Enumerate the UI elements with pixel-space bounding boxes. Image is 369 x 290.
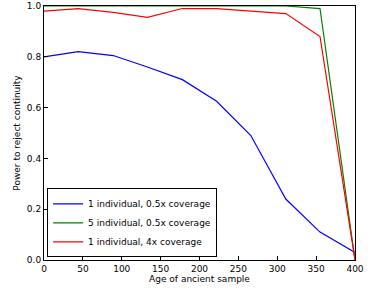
svg-text:100: 100 <box>113 264 130 274</box>
svg-text:0.8: 0.8 <box>27 52 42 62</box>
svg-text:200: 200 <box>191 264 208 274</box>
svg-text:1 individual, 4x coverage: 1 individual, 4x coverage <box>88 237 202 247</box>
svg-text:0.0: 0.0 <box>27 255 42 265</box>
svg-text:250: 250 <box>230 264 247 274</box>
svg-text:300: 300 <box>269 264 286 274</box>
svg-text:Power to reject continuity: Power to reject continuity <box>12 75 22 191</box>
svg-text:0.4: 0.4 <box>27 154 42 164</box>
svg-text:400: 400 <box>346 264 363 274</box>
svg-text:Age of ancient sample: Age of ancient sample <box>149 274 250 284</box>
svg-text:0: 0 <box>41 264 47 274</box>
svg-text:0.6: 0.6 <box>27 103 42 113</box>
svg-text:1 individual, 0.5x coverage: 1 individual, 0.5x coverage <box>88 199 211 209</box>
svg-text:150: 150 <box>152 264 169 274</box>
svg-text:1.0: 1.0 <box>27 1 42 11</box>
svg-text:5 individual, 0.5x coverage: 5 individual, 0.5x coverage <box>88 218 211 228</box>
svg-text:350: 350 <box>308 264 325 274</box>
svg-text:50: 50 <box>77 264 89 274</box>
svg-text:0.2: 0.2 <box>27 204 41 214</box>
